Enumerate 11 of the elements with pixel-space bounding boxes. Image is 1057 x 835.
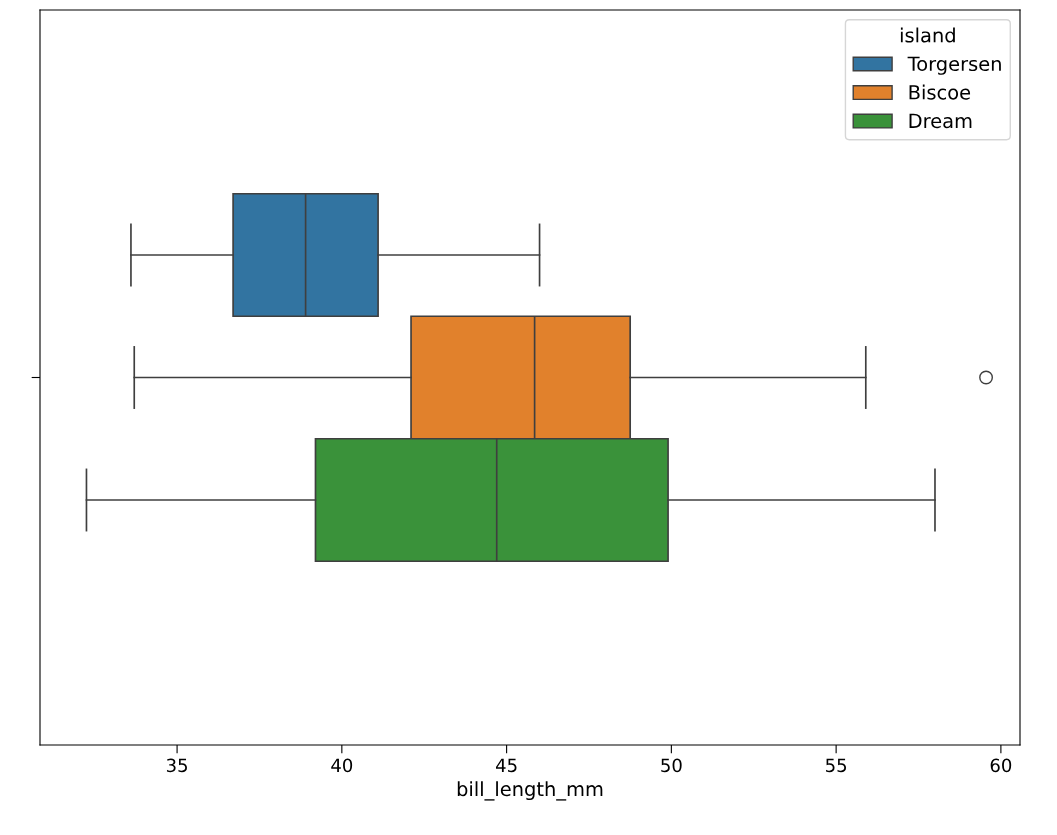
x-tick-label: 50 — [661, 758, 682, 773]
x-tick-label: 40 — [331, 758, 353, 773]
legend-label: Dream — [909, 113, 972, 129]
x-tick-label: 45 — [496, 758, 517, 773]
x-axis-title: bill_length_mm — [457, 781, 603, 801]
x-tick-label: 60 — [990, 758, 1012, 773]
x-tick-label: 55 — [826, 758, 847, 773]
x-tick-label: 35 — [166, 758, 187, 773]
legend-title: island — [900, 27, 955, 43]
legend-label: Biscoe — [909, 84, 971, 100]
legend-label: Torgersen — [907, 56, 1001, 75]
